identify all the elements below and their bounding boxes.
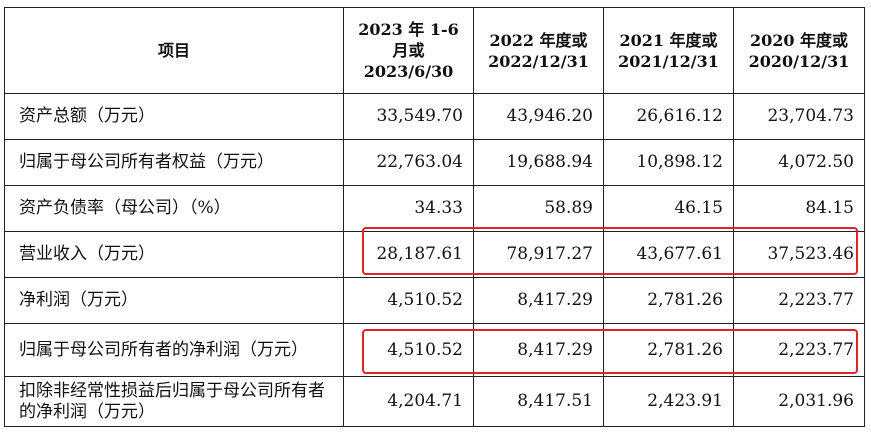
cell-value: 37,523.46 [733, 231, 865, 278]
header-item: 项目 [4, 7, 344, 94]
cell-value: 4,204.71 [343, 376, 474, 427]
row-label: 资产总额（万元） [4, 93, 344, 140]
cell-value: 8,417.29 [473, 323, 604, 377]
cell-value: 2,031.96 [733, 376, 865, 427]
cell-value: 84.15 [733, 185, 865, 232]
table-row: 资产总额（万元） 33,549.70 43,946.20 26,616.12 2… [4, 93, 865, 140]
cell-value: 43,946.20 [473, 93, 604, 140]
cell-value: 78,917.27 [473, 231, 604, 278]
cell-value: 2,223.77 [733, 323, 865, 377]
header-item-line: 项目 [157, 41, 190, 60]
row-label: 扣除非经常性损益后归属于母公司所有者的净利润（万元） [4, 376, 344, 427]
row-label: 资产负债率（母公司）（%） [4, 185, 344, 232]
cell-value: 33,549.70 [343, 93, 474, 140]
header-2022: 2022 年度或 2022/12/31 [473, 7, 604, 94]
table-row: 资产负债率（母公司）（%） 34.33 58.89 46.15 84.15 [4, 185, 865, 232]
cell-value: 58.89 [473, 185, 604, 232]
table-row: 归属于母公司所有者的净利润（万元） 4,510.52 8,417.29 2,78… [4, 323, 865, 377]
table-header-row: 项目 2023 年 1-6 月或 2023/6/30 2022 年度或 2022… [4, 7, 865, 94]
cell-value: 34.33 [343, 185, 474, 232]
table-row: 营业收入（万元） 28,187.61 78,917.27 43,677.61 3… [4, 231, 865, 278]
cell-value: 4,510.52 [343, 323, 474, 377]
header-line: 2022/12/31 [488, 51, 589, 71]
header-line: 2021 年度或 [619, 30, 718, 50]
cell-value: 10,898.12 [603, 139, 734, 186]
cell-value: 2,781.26 [603, 277, 734, 324]
cell-value: 23,704.73 [733, 93, 865, 140]
cell-value: 26,616.12 [603, 93, 734, 140]
cell-value: 28,187.61 [343, 231, 474, 278]
header-line: 月或 [392, 41, 425, 60]
cell-value: 19,688.94 [473, 139, 604, 186]
header-2021: 2021 年度或 2021/12/31 [603, 7, 734, 94]
cell-value: 4,072.50 [733, 139, 865, 186]
table-row: 净利润（万元） 4,510.52 8,417.29 2,781.26 2,223… [4, 277, 865, 324]
header-line: 2020 年度或 [749, 30, 849, 50]
cell-value: 46.15 [603, 185, 734, 232]
cell-value: 22,763.04 [343, 139, 474, 186]
header-line: 2023/6/30 [363, 62, 454, 81]
cell-value: 43,677.61 [603, 231, 734, 278]
header-line: 2020/12/31 [748, 51, 850, 71]
cell-value: 2,423.91 [603, 376, 734, 427]
cell-value: 8,417.29 [473, 277, 604, 324]
header-line: 2022 年度或 [489, 30, 588, 50]
header-line: 2021/12/31 [618, 51, 719, 71]
header-2020: 2020 年度或 2020/12/31 [733, 7, 865, 94]
header-2023h1: 2023 年 1-6 月或 2023/6/30 [343, 7, 474, 94]
financial-table: 项目 2023 年 1-6 月或 2023/6/30 2022 年度或 2022… [4, 7, 865, 427]
cell-value: 4,510.52 [343, 277, 474, 324]
row-label: 归属于母公司所有者的净利润（万元） [4, 323, 344, 377]
table-row: 扣除非经常性损益后归属于母公司所有者的净利润（万元） 4,204.71 8,41… [4, 376, 865, 427]
row-label: 营业收入（万元） [4, 231, 344, 278]
cell-value: 2,781.26 [603, 323, 734, 377]
row-label: 归属于母公司所有者权益（万元） [4, 139, 344, 186]
cell-value: 2,223.77 [733, 277, 865, 324]
table-row: 归属于母公司所有者权益（万元） 22,763.04 19,688.94 10,8… [4, 139, 865, 186]
row-label: 净利润（万元） [4, 277, 344, 324]
header-line: 2023 年 1-6 [358, 20, 459, 39]
cell-value: 8,417.51 [473, 376, 604, 427]
